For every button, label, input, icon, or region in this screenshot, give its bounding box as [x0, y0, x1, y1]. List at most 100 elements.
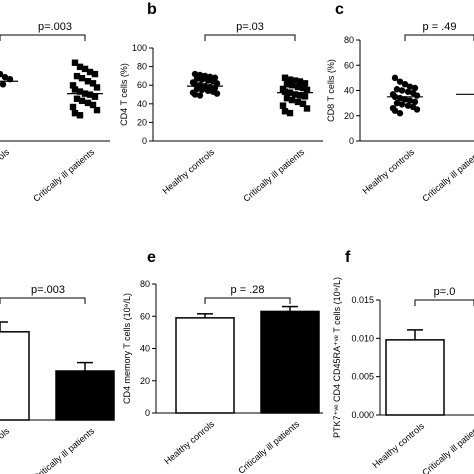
panel-b-y-tick-label: 20 [137, 117, 147, 127]
panel-f-y-tick-label: 0.000 [351, 410, 374, 420]
panel-c-point [391, 74, 399, 82]
panel-a-point [73, 95, 81, 102]
panel-e-letter: e [147, 249, 156, 266]
panel-c-point [393, 86, 401, 93]
panel-a-point [86, 91, 94, 98]
panel-d-pvalue: p=.003 [31, 284, 65, 296]
panel-c-point [393, 99, 401, 107]
panel-c-point [404, 88, 412, 95]
panel-f-y-tick-label: 0.015 [351, 295, 374, 305]
panel-a-point [78, 97, 86, 105]
panel-c-y-label: CD8 T cells (%) [326, 59, 336, 122]
panel-b-point [299, 84, 307, 92]
panel-a-point [93, 84, 101, 91]
panel-b-point [191, 91, 199, 98]
panel-b-y-tick-label: 60 [137, 80, 147, 90]
panel-b-y-tick-label: 80 [137, 62, 147, 72]
panel-b-point [286, 76, 294, 83]
panel-a-point [93, 106, 101, 114]
panel-c-point [398, 101, 406, 108]
panel-a-point [91, 70, 99, 78]
panel-a-point [78, 74, 86, 82]
panel-b-point [198, 76, 206, 83]
panel-a-point [1, 73, 9, 81]
panel-a-point [73, 72, 81, 80]
panel-b-point [291, 77, 299, 84]
panel-e-bar [260, 310, 320, 414]
panel-b-point [303, 105, 311, 112]
panel-b-point [296, 92, 304, 99]
panel-b-y-tick-label: 0 [142, 136, 147, 146]
panel-b-y-label: CD4 T cells (%) [119, 63, 129, 126]
panel-b-point [279, 102, 287, 109]
panel-b-point [301, 80, 309, 87]
panel-c-y-tick-label: 80 [344, 35, 354, 45]
panel-a-category-label: Healthy controls [0, 147, 12, 196]
panel-c-y-tick-label: 20 [344, 111, 354, 121]
panel-a-point [76, 88, 84, 95]
panel-a-point [0, 81, 7, 88]
panel-c-category-label: Critically ill patients [420, 147, 474, 204]
panel-c-letter: c [335, 1, 344, 18]
panel-f-category-label: Critically ill patients [420, 421, 474, 474]
panel-b-point [281, 108, 289, 115]
panel-f-y-tick-label: 0.010 [351, 333, 374, 343]
panel-f-category-label: Healthy controls [370, 421, 426, 470]
panel-c-y-tick-label: 60 [344, 60, 354, 70]
panel-a-point [84, 78, 92, 85]
panel-b-point [196, 92, 204, 99]
panel-f-y-tick-label: 0.005 [351, 372, 374, 382]
panel-b-point [286, 109, 294, 117]
panel-a-point [84, 99, 92, 107]
panel-f-bar [385, 339, 445, 416]
panel-b-point [288, 96, 296, 104]
panel-a-point [69, 82, 77, 89]
panel-b-point [291, 91, 299, 98]
panel-f-y-label: PTK7⁺ᵛᵉ CD4 CD45RA⁺ᵛᵉ T cells (10⁹/L) [332, 277, 342, 438]
panel-b-category-label: Critically ill patients [241, 147, 306, 204]
panel-a-point [89, 101, 97, 109]
panel-e-y-tick-label: 60 [140, 311, 150, 321]
panel-a-category-label: Critically ill patients [31, 147, 96, 204]
panel-b-point [296, 78, 304, 85]
panel-e-y-tick-label: 40 [140, 344, 150, 354]
panel-e-y-tick-label: 80 [140, 279, 150, 289]
panel-b-point [303, 86, 311, 94]
panel-b-point [301, 93, 309, 100]
panel-d-bar [55, 370, 115, 421]
panel-c-point [413, 92, 421, 99]
panel-c-y-tick-label: 0 [349, 136, 354, 146]
panel-c-point [391, 107, 399, 114]
panel-b-y-tick-label: 40 [137, 99, 147, 109]
panel-c-bracket [404, 34, 474, 41]
panel-f-bracket [414, 299, 474, 306]
panel-a-point [69, 103, 77, 111]
panel-b-point [299, 100, 307, 107]
panel-e-category-label: Critically ill patients [236, 419, 301, 474]
panel-b-point [294, 83, 302, 91]
panel-e-pvalue: p = .28 [231, 284, 265, 296]
panel-a-point [76, 112, 84, 119]
panel-c-point [404, 102, 412, 109]
panel-a-point [71, 109, 79, 117]
panel-c-point [406, 83, 414, 90]
panel-a-point [81, 65, 89, 73]
panel-c-point [401, 80, 409, 88]
panel-d-bracket [0, 297, 86, 304]
panel-e-category-label: Healthy conrols [162, 419, 216, 467]
panel-e-bracket [204, 297, 291, 304]
panel-b-bracket [204, 34, 296, 41]
panel-f-letter: f [345, 249, 351, 266]
panel-a-point [71, 59, 79, 66]
panel-c-point [406, 97, 414, 104]
panel-c-category-label: Healthy controls [360, 147, 416, 196]
panel-b-point [288, 82, 296, 89]
panel-a-point [86, 68, 94, 76]
panel-c-point [396, 78, 404, 85]
panel-c-point [411, 98, 419, 106]
panel-b-point [193, 75, 201, 82]
panel-e-y-label: CD4 memory T cells (10⁹/L) [122, 293, 132, 404]
panel-b-point [198, 86, 206, 94]
panel-e-y-tick-label: 0 [145, 408, 150, 418]
